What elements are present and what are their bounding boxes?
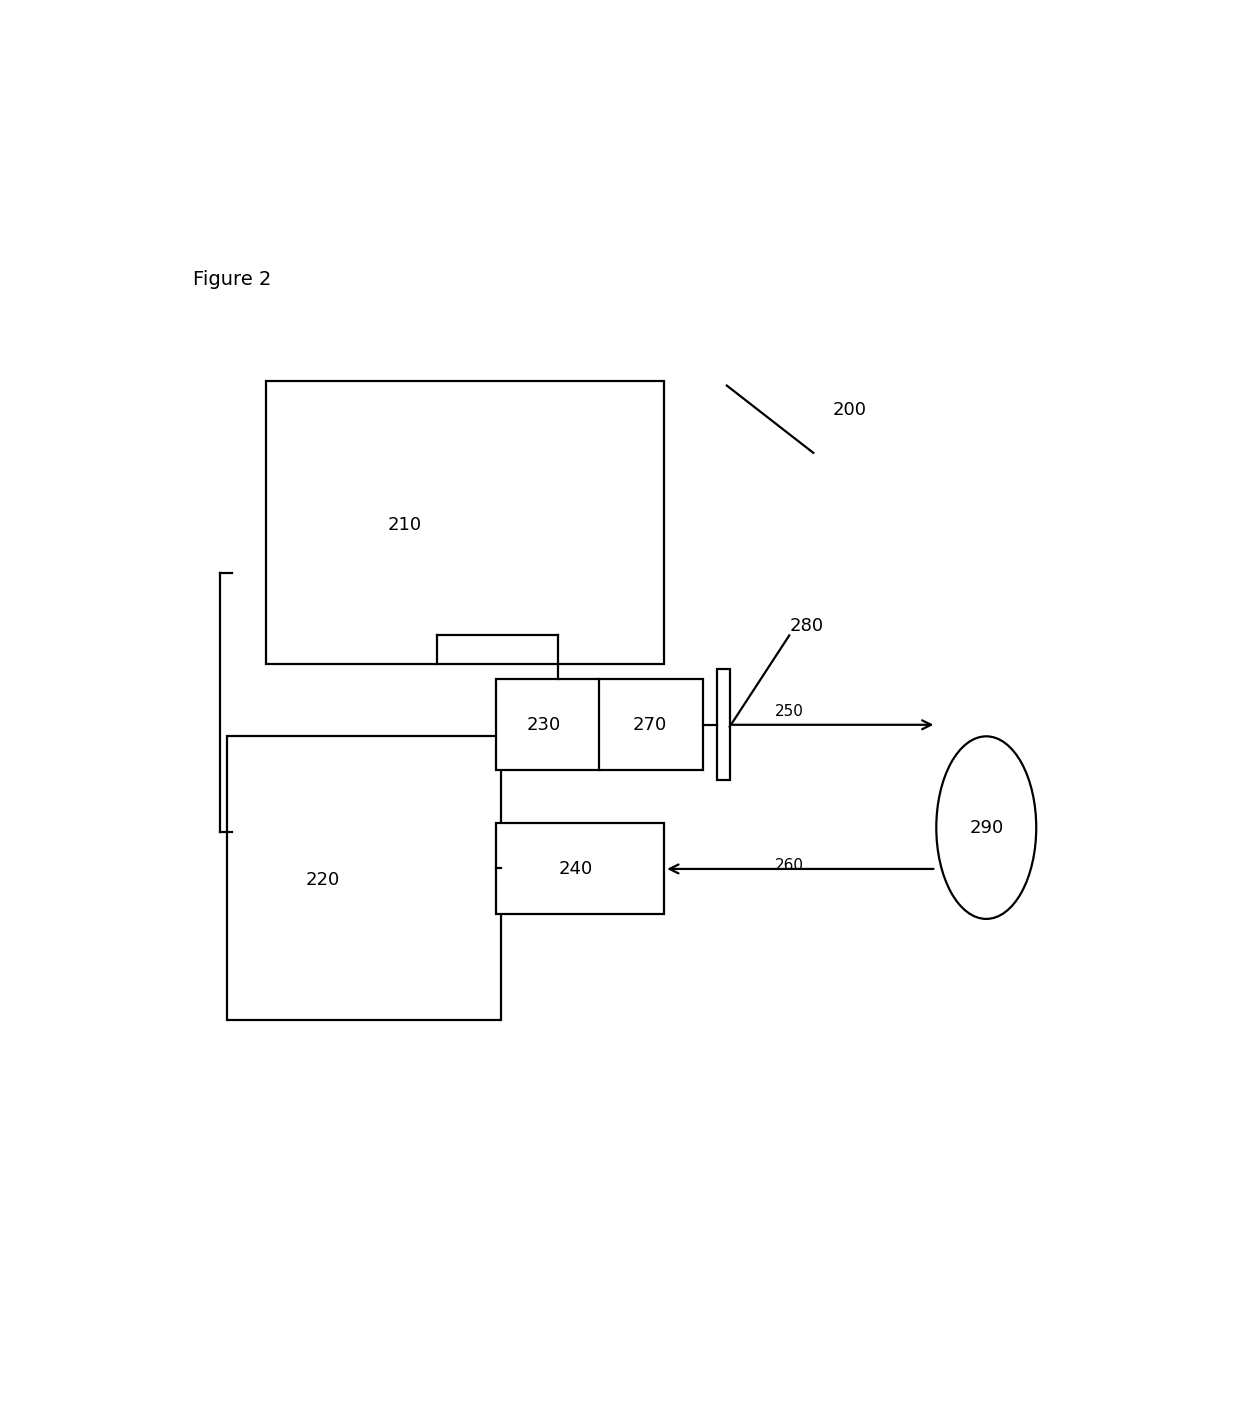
Text: Figure 2: Figure 2 (193, 270, 272, 290)
Text: 240: 240 (559, 861, 593, 878)
Text: 200: 200 (832, 400, 867, 419)
Ellipse shape (936, 737, 1037, 919)
Text: 230: 230 (527, 716, 562, 734)
Bar (496, 679, 703, 770)
Text: 220: 220 (306, 872, 340, 889)
Text: 280: 280 (789, 616, 823, 635)
Text: 210: 210 (388, 515, 422, 534)
Text: 250: 250 (775, 704, 804, 719)
Bar (496, 822, 665, 914)
Bar (265, 381, 665, 665)
Bar (227, 737, 501, 1020)
Text: 260: 260 (775, 858, 804, 873)
Text: 290: 290 (970, 818, 1003, 836)
Text: 270: 270 (632, 716, 667, 734)
Bar (717, 669, 729, 780)
